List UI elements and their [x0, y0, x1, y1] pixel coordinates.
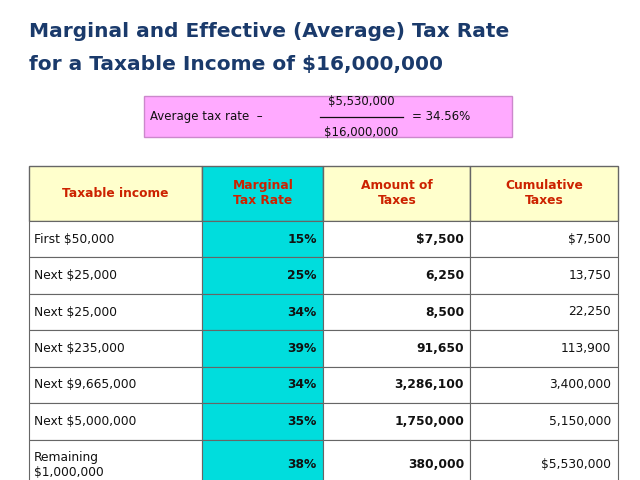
Text: Next $5,000,000: Next $5,000,000: [34, 415, 136, 428]
Text: First $50,000: First $50,000: [34, 232, 115, 246]
Text: Average tax rate  –: Average tax rate –: [150, 110, 263, 123]
Text: 35%: 35%: [287, 415, 317, 428]
Bar: [323, 330, 470, 367]
Text: 38%: 38%: [287, 458, 317, 471]
Text: = 34.56%: = 34.56%: [412, 110, 470, 123]
Bar: [29, 403, 202, 440]
Bar: [202, 403, 323, 440]
FancyBboxPatch shape: [144, 96, 512, 137]
Bar: [29, 257, 202, 294]
Bar: [323, 403, 470, 440]
Text: Next $9,665,000: Next $9,665,000: [34, 378, 136, 392]
Text: Next $25,000: Next $25,000: [34, 305, 117, 319]
Text: Next $235,000: Next $235,000: [34, 342, 125, 355]
Bar: [29, 440, 202, 480]
Text: Cumulative
Taxes: Cumulative Taxes: [505, 179, 583, 207]
Text: 6,250: 6,250: [425, 269, 464, 282]
Text: $7,500: $7,500: [416, 232, 464, 246]
Text: 8,500: 8,500: [425, 305, 464, 319]
Bar: [323, 294, 470, 330]
Text: 34%: 34%: [287, 378, 317, 392]
Bar: [470, 221, 618, 257]
Bar: [29, 330, 202, 367]
Text: $7,500: $7,500: [568, 232, 611, 246]
Bar: [470, 294, 618, 330]
Bar: [323, 257, 470, 294]
Bar: [29, 221, 202, 257]
Text: 22,250: 22,250: [568, 305, 611, 319]
Bar: [202, 257, 323, 294]
Bar: [202, 166, 323, 221]
Text: Marginal and Effective (Average) Tax Rate: Marginal and Effective (Average) Tax Rat…: [29, 22, 509, 41]
Text: 25%: 25%: [287, 269, 317, 282]
Bar: [470, 403, 618, 440]
Bar: [470, 330, 618, 367]
Bar: [470, 440, 618, 480]
Bar: [29, 166, 202, 221]
Text: 39%: 39%: [287, 342, 317, 355]
Bar: [202, 294, 323, 330]
Bar: [202, 221, 323, 257]
Bar: [470, 166, 618, 221]
Bar: [202, 440, 323, 480]
Bar: [202, 367, 323, 403]
Bar: [29, 367, 202, 403]
Text: $5,530,000: $5,530,000: [541, 458, 611, 471]
Text: 91,650: 91,650: [417, 342, 464, 355]
Text: for a Taxable Income of $16,000,000: for a Taxable Income of $16,000,000: [29, 55, 443, 74]
Text: 15%: 15%: [287, 232, 317, 246]
Text: 34%: 34%: [287, 305, 317, 319]
Text: Remaining
$1,000,000: Remaining $1,000,000: [34, 451, 104, 479]
Text: $5,530,000: $5,530,000: [328, 95, 395, 108]
Text: Taxable income: Taxable income: [62, 187, 169, 200]
Bar: [323, 166, 470, 221]
Text: 98: 98: [604, 461, 618, 471]
Bar: [323, 367, 470, 403]
Bar: [470, 257, 618, 294]
Text: 1,750,000: 1,750,000: [394, 415, 464, 428]
Text: 5,150,000: 5,150,000: [549, 415, 611, 428]
Bar: [323, 221, 470, 257]
Text: Amount of
Taxes: Amount of Taxes: [361, 179, 433, 207]
Text: 3,286,100: 3,286,100: [394, 378, 464, 392]
Bar: [202, 330, 323, 367]
Text: $16,000,000: $16,000,000: [324, 126, 399, 139]
Bar: [323, 440, 470, 480]
Bar: [29, 294, 202, 330]
Text: 3,400,000: 3,400,000: [549, 378, 611, 392]
Text: Next $25,000: Next $25,000: [34, 269, 117, 282]
Bar: [470, 367, 618, 403]
Text: Marginal
Tax Rate: Marginal Tax Rate: [232, 179, 293, 207]
Text: 380,000: 380,000: [408, 458, 464, 471]
Text: 13,750: 13,750: [568, 269, 611, 282]
Text: 113,900: 113,900: [561, 342, 611, 355]
